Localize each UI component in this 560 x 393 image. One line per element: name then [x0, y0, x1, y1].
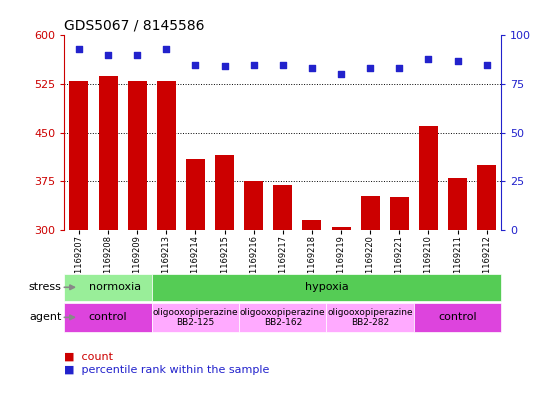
- Bar: [448, 178, 467, 230]
- Point: [424, 55, 433, 62]
- Bar: [186, 158, 205, 230]
- Point: [278, 61, 287, 68]
- Point: [307, 65, 316, 72]
- Bar: [419, 126, 438, 230]
- Text: hypoxia: hypoxia: [305, 282, 348, 292]
- Bar: [273, 184, 292, 230]
- Bar: [326, 303, 414, 332]
- Bar: [244, 181, 263, 230]
- Bar: [157, 81, 176, 230]
- Point: [395, 65, 404, 72]
- Bar: [69, 81, 88, 230]
- Bar: [152, 274, 501, 301]
- Text: control: control: [89, 312, 127, 322]
- Text: ■  percentile rank within the sample: ■ percentile rank within the sample: [64, 365, 270, 375]
- Text: oligooxopiperazine
BB2-282: oligooxopiperazine BB2-282: [328, 308, 413, 327]
- Point: [366, 65, 375, 72]
- Bar: [152, 303, 239, 332]
- Bar: [414, 303, 501, 332]
- Bar: [64, 274, 152, 301]
- Text: ■  count: ■ count: [64, 352, 113, 362]
- Text: GDS5067 / 8145586: GDS5067 / 8145586: [64, 19, 205, 33]
- Text: stress: stress: [29, 282, 62, 292]
- Point: [249, 61, 258, 68]
- Point: [482, 61, 491, 68]
- Bar: [215, 155, 234, 230]
- Point: [191, 61, 200, 68]
- Bar: [477, 165, 496, 230]
- Bar: [239, 303, 326, 332]
- Point: [133, 51, 142, 58]
- Bar: [64, 303, 152, 332]
- Bar: [302, 220, 321, 230]
- Bar: [99, 75, 118, 230]
- Text: oligooxopiperazine
BB2-125: oligooxopiperazine BB2-125: [153, 308, 238, 327]
- Text: oligooxopiperazine
BB2-162: oligooxopiperazine BB2-162: [240, 308, 325, 327]
- Point: [104, 51, 113, 58]
- Point: [453, 57, 462, 64]
- Text: control: control: [438, 312, 477, 322]
- Text: agent: agent: [29, 312, 62, 322]
- Point: [220, 63, 229, 70]
- Bar: [128, 81, 147, 230]
- Bar: [332, 227, 351, 230]
- Bar: [390, 197, 409, 230]
- Point: [162, 46, 171, 52]
- Bar: [361, 196, 380, 230]
- Point: [337, 71, 346, 77]
- Point: [74, 46, 83, 52]
- Text: normoxia: normoxia: [89, 282, 142, 292]
